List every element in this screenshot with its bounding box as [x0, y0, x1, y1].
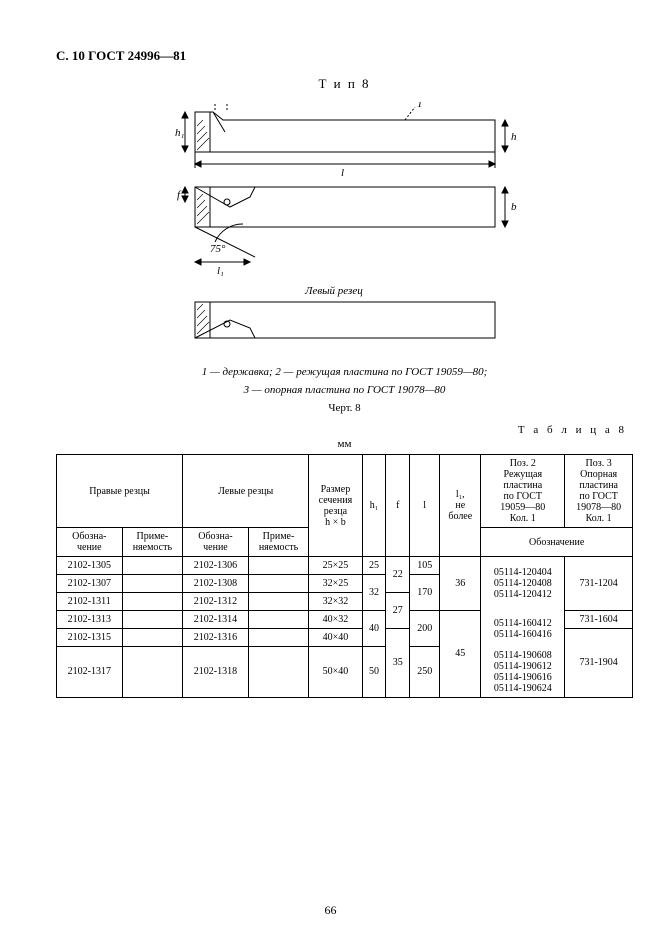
table-row: 2102-1317 2102-1318 50×40 50 250 05114-1… — [57, 647, 633, 698]
th-l1: l₁, не более — [440, 455, 481, 557]
svg-text:f: f — [177, 189, 182, 201]
type-title: Т и п 8 — [56, 76, 633, 92]
th-pos2: Поз. 2 Режущая пластина по ГОСТ 19059—80… — [481, 455, 565, 528]
page-number: 66 — [0, 903, 661, 918]
th-desig-r: Обозна- чение — [57, 528, 123, 557]
th-h1: h₁ — [362, 455, 386, 557]
svg-text:75°: 75° — [210, 243, 226, 255]
th-section: Размер сечения резца h × b — [309, 455, 362, 557]
table-row: 2102-1313 2102-1314 40×32 40 200 45 0511… — [57, 611, 633, 629]
page-header: С. 10 ГОСТ 24996—81 — [56, 48, 633, 64]
svg-text:1: 1 — [417, 102, 423, 110]
svg-text:l₁: l₁ — [217, 265, 224, 277]
table-row: 2102-1305 2102-1306 25×25 25 22 105 36 0… — [57, 557, 633, 575]
th-l: l — [410, 455, 440, 557]
th-pos3: Поз. 3 Опорная пластина по ГОСТ 19078—80… — [565, 455, 633, 528]
th-desig-sub: Обозначение — [481, 528, 633, 557]
svg-text:Левый резец: Левый резец — [304, 285, 363, 297]
figure-label: Черт. 8 — [56, 402, 633, 414]
th-desig-l: Обозна- чение — [183, 528, 249, 557]
th-appl-l: Приме- няемость — [248, 528, 309, 557]
th-right-cutters: Правые резцы — [57, 455, 183, 528]
caption-line-1: 1 — державка; 2 — режущая пластина по ГО… — [56, 366, 633, 378]
svg-text:h₁: h₁ — [175, 127, 185, 139]
svg-text:h: h — [511, 131, 517, 143]
technical-drawing: 2 3 1 h₁ h l f b 75° l₁ Левый резец — [155, 102, 535, 362]
th-f: f — [386, 455, 410, 557]
th-left-cutters: Левые резцы — [183, 455, 309, 528]
data-table: Правые резцы Левые резцы Размер сечения … — [56, 454, 633, 698]
table-label: Т а б л и ц а 8 — [56, 424, 627, 436]
svg-text:l: l — [341, 167, 344, 179]
caption-line-2: 3 — опорная пластина по ГОСТ 19078—80 — [56, 384, 633, 396]
svg-text:b: b — [511, 201, 517, 213]
mm-label: мм — [56, 438, 633, 450]
th-appl-r: Приме- няемость — [122, 528, 183, 557]
